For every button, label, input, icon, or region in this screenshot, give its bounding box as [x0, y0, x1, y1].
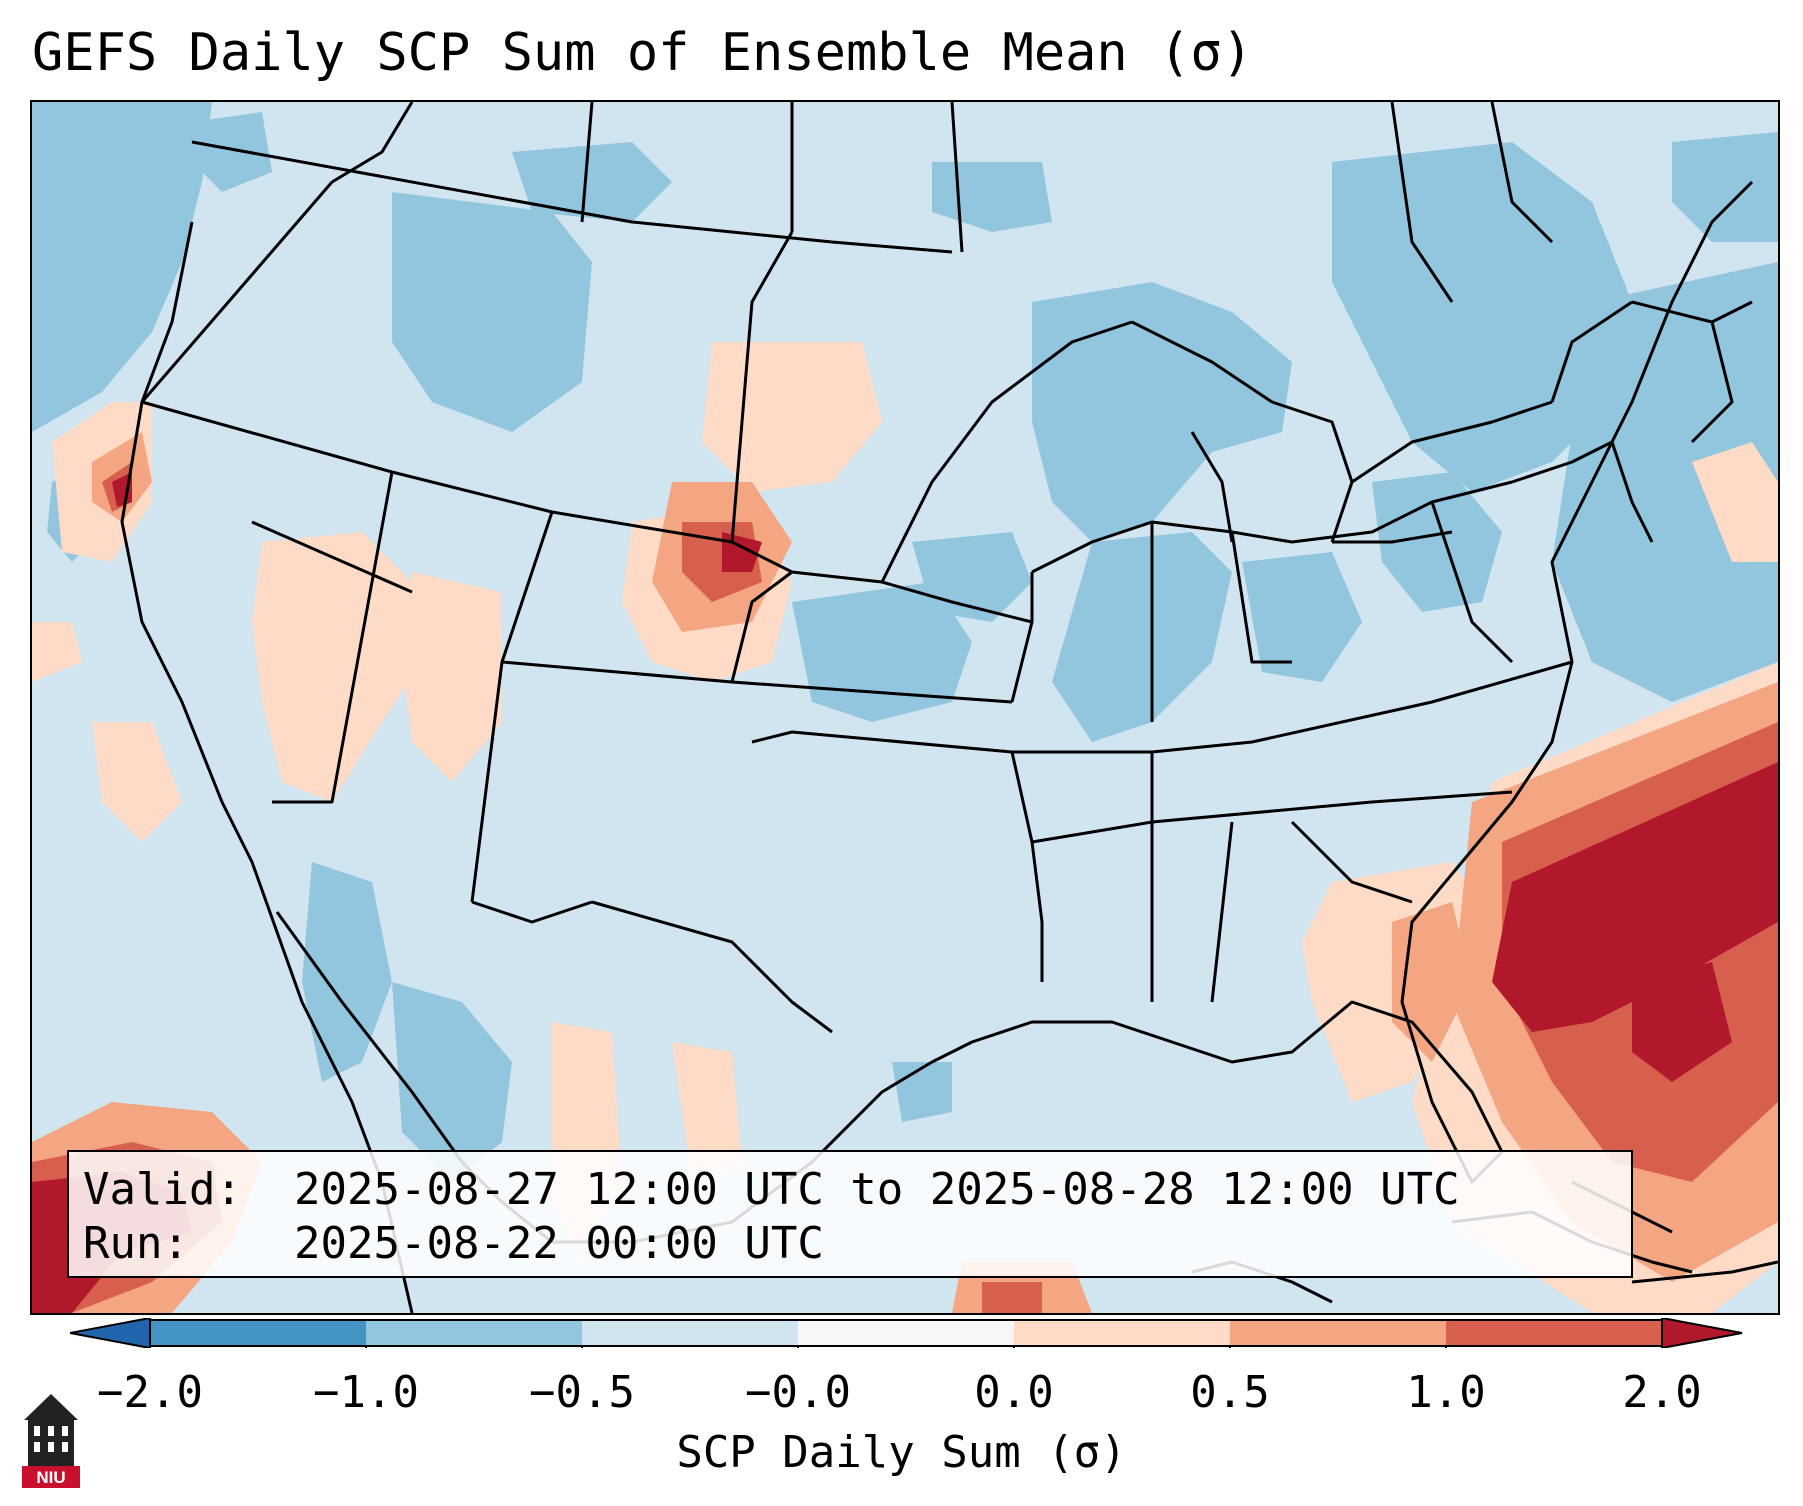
colorbar-tick-label: −1.0 [313, 1367, 419, 1418]
niu-building-icon: NIU [22, 1394, 80, 1488]
colorbar-segment-4 [798, 1320, 1014, 1346]
valid-key: Valid: [83, 1164, 242, 1215]
colorbar-tick-label: 2.0 [1622, 1367, 1702, 1418]
colorbar-segment-6 [1230, 1320, 1446, 1346]
run-row: Run: 2025-08-22 00:00 UTC [83, 1218, 824, 1269]
colorbar-tick-label: −2.0 [97, 1367, 203, 1418]
run-key: Run: [83, 1218, 189, 1269]
negative-anomaly-regions [32, 102, 1778, 1182]
info-box: Valid: 2025-08-27 12:00 UTC to 2025-08-28… [67, 1150, 1633, 1278]
colorbar-tick-label: 1.0 [1406, 1367, 1486, 1418]
colorbar-tick-label: −0.5 [529, 1367, 635, 1418]
colorbar-extend-high [1661, 1318, 1743, 1348]
colorbar-tick-label: 0.0 [974, 1367, 1054, 1418]
colorbar-tick-label: 0.5 [1190, 1367, 1270, 1418]
colorbar-segment-1 [150, 1320, 366, 1346]
colorbar-label: SCP Daily Sum (σ) [676, 1427, 1127, 1478]
colorbar-segment-2 [366, 1320, 582, 1346]
valid-value: 2025-08-27 12:00 UTC to 2025-08-28 12:00… [294, 1164, 1460, 1215]
valid-row: Valid: 2025-08-27 12:00 UTC to 2025-08-28… [83, 1164, 1460, 1215]
colorbar-segment-5 [1014, 1320, 1230, 1346]
scp-field-map [32, 102, 1778, 1313]
colorbar-tick-label: −0.0 [745, 1367, 851, 1418]
colorbar-outline [149, 1319, 1663, 1347]
map-title: GEFS Daily SCP Sum of Ensemble Mean (σ) [32, 23, 1253, 83]
logo-text: NIU [36, 1468, 65, 1487]
map-panel [30, 100, 1780, 1315]
colorbar-segment-3 [582, 1320, 798, 1346]
colorbar [70, 1318, 1743, 1348]
run-value: 2025-08-22 00:00 UTC [294, 1218, 824, 1269]
colorbar-segment-7 [1446, 1320, 1662, 1346]
colorbar-extend-low [70, 1318, 151, 1348]
